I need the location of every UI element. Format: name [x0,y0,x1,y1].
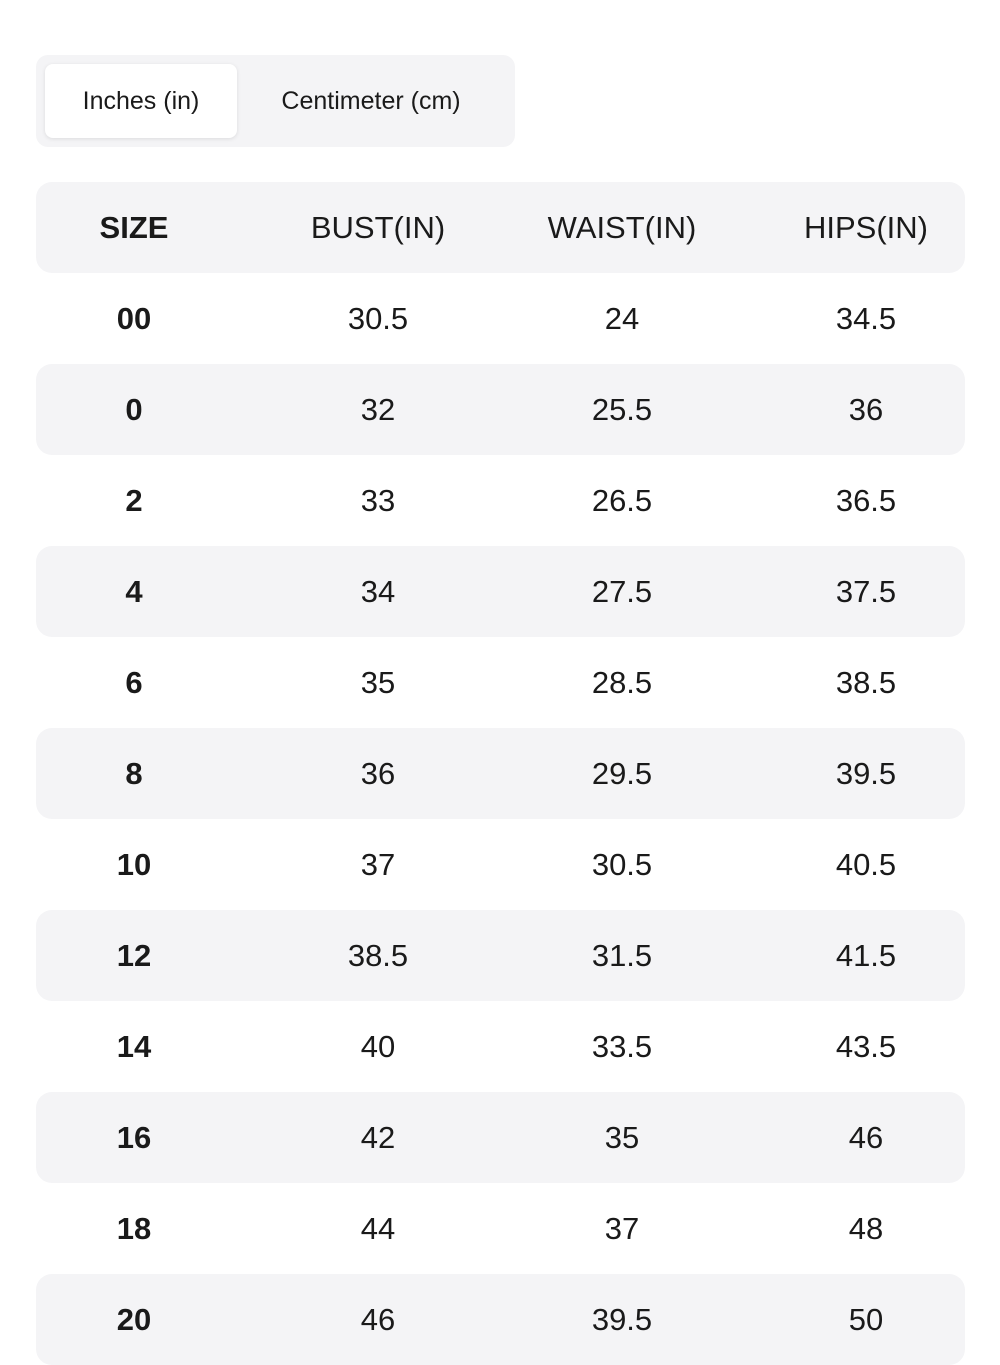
waist-cell: 31.5 [591,937,653,973]
bust-cell: 40 [360,1028,396,1064]
waist-cell: 37 [604,1210,640,1246]
hips-cell: 34.5 [835,300,897,336]
inches-tab[interactable]: Inches (in) [45,64,237,138]
bust-cell: 33 [360,482,396,518]
table-row: 2 33 26.5 36.5 [36,455,965,546]
hips-cell: 37.5 [835,573,897,609]
bust-cell: 44 [360,1210,396,1246]
unit-toggle: Inches (in) Centimeter (cm) [36,55,515,147]
bust-cell: 37 [360,846,396,882]
table-row: 20 46 39.5 50 [36,1274,965,1365]
size-cell: 8 [125,755,143,791]
table-row: 4 34 27.5 37.5 [36,546,965,637]
column-header-size: SIZE [99,209,169,245]
bust-cell: 46 [360,1301,396,1337]
size-cell: 00 [116,300,152,336]
bust-cell: 35 [360,664,396,700]
table-body: 00 30.5 24 34.5 0 32 25.5 36 2 33 26.5 36.5 4 34 27.5 3… [36,273,965,1365]
table-row: 14 40 33.5 43.5 [36,1001,965,1092]
table-row: 16 42 35 46 [36,1092,965,1183]
waist-cell: 25.5 [591,391,653,427]
hips-cell: 40.5 [835,846,897,882]
centimeter-tab[interactable]: Centimeter (cm) [281,86,461,115]
bust-cell: 38.5 [347,937,409,973]
column-header-waist: WAIST(IN) [547,209,697,245]
hips-cell: 36 [848,391,884,427]
table-row: 0 32 25.5 36 [36,364,965,455]
size-cell: 6 [125,664,143,700]
table-row: 12 38.5 31.5 41.5 [36,910,965,1001]
column-header-bust: BUST(IN) [310,209,446,245]
size-cell: 2 [125,482,143,518]
bust-cell: 36 [360,755,396,791]
column-header-hips: HIPS(IN) [804,209,928,245]
waist-cell: 30.5 [591,846,653,882]
table-row: 6 35 28.5 38.5 [36,637,965,728]
waist-cell: 29.5 [591,755,653,791]
hips-cell: 50 [848,1301,884,1337]
table-header-row: SIZE BUST(IN) WAIST(IN) HIPS(IN) [36,182,965,273]
hips-cell: 48 [848,1210,884,1246]
size-cell: 12 [116,937,152,973]
bust-cell: 42 [360,1119,396,1155]
waist-cell: 28.5 [591,664,653,700]
table-row: 00 30.5 24 34.5 [36,273,965,364]
hips-cell: 39.5 [835,755,897,791]
size-cell: 0 [125,391,143,427]
size-cell: 14 [116,1028,152,1064]
size-cell: 18 [116,1210,152,1246]
bust-cell: 30.5 [347,300,409,336]
table-row: 8 36 29.5 39.5 [36,728,965,819]
hips-cell: 41.5 [835,937,897,973]
table-row: 10 37 30.5 40.5 [36,819,965,910]
size-chart-table: SIZE BUST(IN) WAIST(IN) HIPS(IN) 00 30.5 2… [36,182,965,1365]
size-cell: 4 [125,573,143,609]
hips-cell: 46 [848,1119,884,1155]
hips-cell: 38.5 [835,664,897,700]
waist-cell: 27.5 [591,573,653,609]
size-cell: 16 [116,1119,152,1155]
waist-cell: 35 [604,1119,640,1155]
waist-cell: 26.5 [591,482,653,518]
size-cell: 20 [116,1301,152,1337]
bust-cell: 34 [360,573,396,609]
waist-cell: 33.5 [591,1028,653,1064]
cut-off-heading: g [106,0,156,6]
size-cell: 10 [116,846,152,882]
waist-cell: 24 [604,300,640,336]
waist-cell: 39.5 [591,1301,653,1337]
hips-cell: 36.5 [835,482,897,518]
hips-cell: 43.5 [835,1028,897,1064]
table-row: 18 44 37 48 [36,1183,965,1274]
bust-cell: 32 [360,391,396,427]
